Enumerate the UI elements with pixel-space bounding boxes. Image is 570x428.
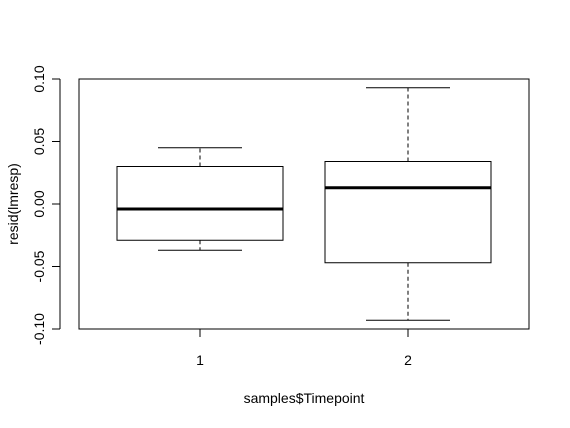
y-tick-label: 0.10	[31, 65, 47, 92]
x-tick-label: 2	[404, 352, 412, 368]
x-tick-label: 1	[196, 352, 204, 368]
y-axis-label: resid(lmresp)	[5, 163, 21, 245]
boxes-layer	[116, 87, 492, 321]
box-1	[116, 147, 284, 251]
box-2	[324, 87, 492, 321]
y-tick-label: -0.05	[31, 250, 47, 282]
iqr-box	[324, 161, 492, 264]
x-axis-label: samples$Timepoint	[244, 390, 365, 406]
iqr-box	[116, 166, 284, 241]
y-tick-label: 0.00	[31, 190, 47, 217]
y-axis: -0.10 -0.05 0.00 0.05 0.10	[31, 65, 61, 345]
y-tick-label: -0.10	[31, 313, 47, 345]
y-tick-label: 0.05	[31, 128, 47, 155]
